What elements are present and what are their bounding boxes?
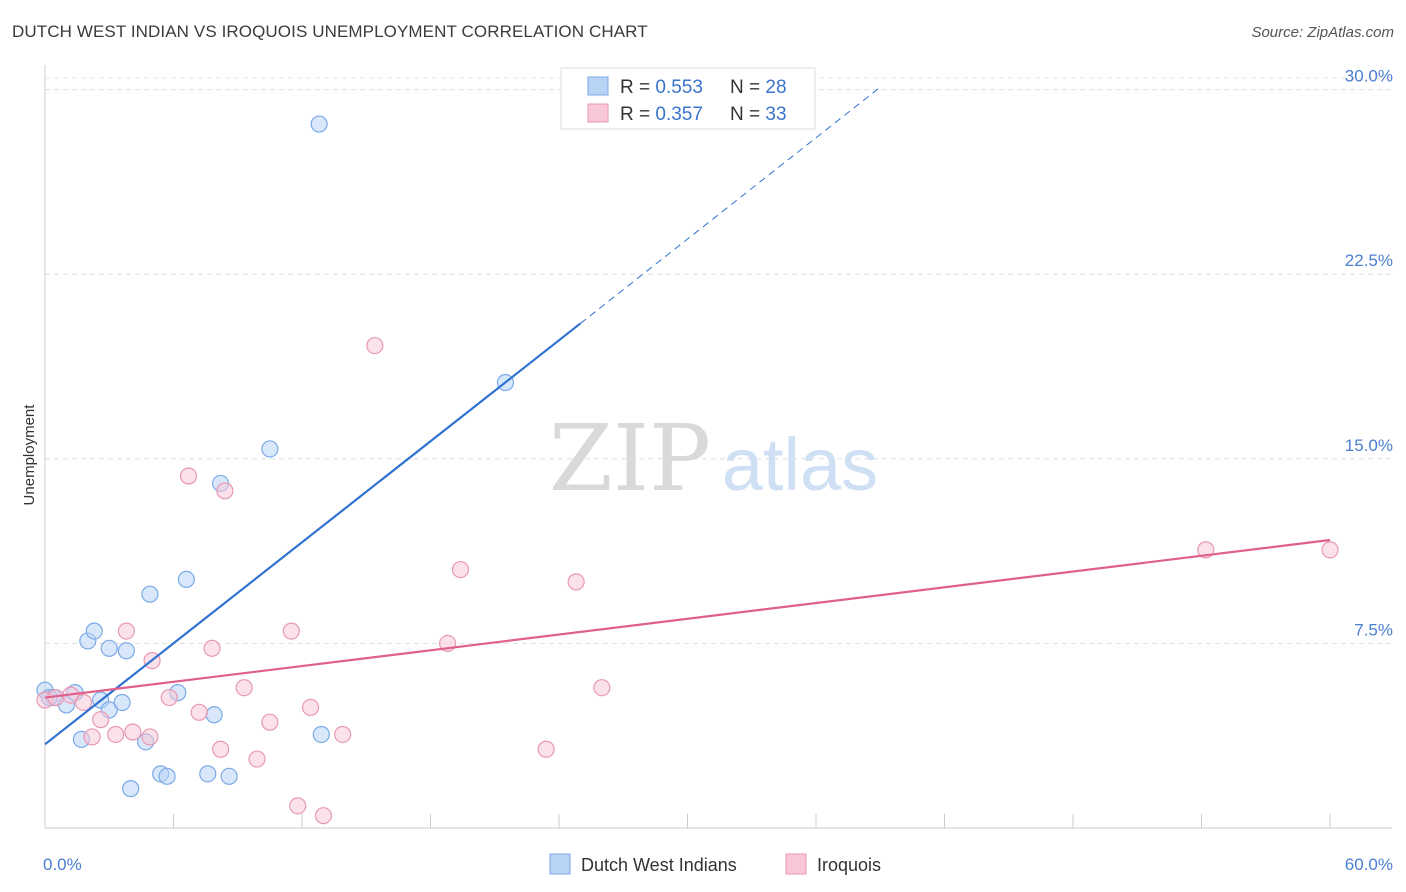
x-tick-label-max: 60.0% (1345, 855, 1393, 874)
series-legend-swatch-dutch-west-indians (549, 853, 571, 875)
legend-n-value-1: 33 (765, 104, 786, 125)
point-iroquois (235, 679, 253, 697)
point-iroquois (289, 797, 307, 815)
point-iroquois (203, 639, 221, 657)
gridlines (45, 77, 1392, 644)
point-iroquois (160, 688, 178, 707)
legend-r-value-0: 0.553 (655, 77, 703, 98)
legend-r-value-1: 0.357 (655, 104, 703, 125)
legend-row-1: R = 0.357 (620, 104, 703, 125)
point-iroquois (314, 807, 333, 825)
point-dutch-west-indians (141, 585, 159, 603)
point-iroquois (282, 622, 300, 640)
point-iroquois (334, 725, 352, 744)
point-dutch-west-indians (310, 115, 328, 133)
series-legend-swatch-iroquois (785, 853, 807, 875)
point-dutch-west-indians (220, 767, 238, 785)
tick-labels: 7.5% 15.0% 22.5% 30.0% 0.0% 60.0% (43, 67, 1393, 874)
point-iroquois (92, 711, 110, 729)
point-iroquois (83, 728, 101, 746)
trend-extension-dutch-west-indians (580, 86, 881, 324)
watermark-atlas: atlas (722, 423, 878, 506)
y-tick-label: 15.0% (1345, 436, 1393, 455)
point-iroquois (301, 698, 320, 716)
legend-n-1: N = 33 (730, 104, 787, 125)
legend-r-label-0: R = (620, 77, 655, 98)
axes (44, 65, 1392, 829)
point-dutch-west-indians (85, 622, 103, 640)
point-iroquois (567, 573, 585, 591)
y-axis-label: Unemployment (21, 404, 38, 506)
point-iroquois (141, 728, 159, 746)
y-tick-label: 7.5% (1354, 620, 1393, 639)
point-dutch-west-indians (117, 642, 135, 660)
point-iroquois (537, 740, 555, 758)
legend-n-label-1: N = (730, 104, 765, 125)
point-iroquois (179, 467, 198, 485)
legend-row-0: R = 0.553 (620, 77, 703, 98)
series-legend-label-dutch-west-indians: Dutch West Indians (581, 855, 737, 875)
point-dutch-west-indians (261, 440, 279, 458)
legend-swatch-iroquois (587, 103, 609, 123)
watermark-zip: ZIP (549, 405, 711, 512)
y-tick-label: 30.0% (1345, 67, 1393, 86)
point-iroquois (107, 725, 125, 744)
data-points (36, 115, 1339, 825)
point-dutch-west-indians (122, 780, 140, 798)
trend-lines (44, 86, 1331, 746)
point-iroquois (366, 336, 384, 355)
x-tick-label-min: 0.0% (43, 855, 82, 874)
y-tick-label: 22.5% (1345, 251, 1393, 270)
series-legend: Dutch West Indians Iroquois (549, 853, 881, 875)
point-dutch-west-indians (199, 765, 217, 783)
series-legend-label-iroquois: Iroquois (817, 855, 881, 875)
point-iroquois (212, 740, 230, 758)
trend-line-dutch-west-indians (44, 322, 582, 746)
chart-title: DUTCH WEST INDIAN VS IROQUOIS UNEMPLOYME… (12, 22, 648, 41)
point-iroquois (74, 693, 93, 712)
point-iroquois (248, 750, 266, 768)
point-iroquois (216, 482, 234, 500)
legend-r-label-1: R = (620, 104, 655, 125)
point-iroquois (261, 713, 279, 731)
trend-line-iroquois (44, 538, 1331, 699)
point-iroquois (1321, 541, 1339, 559)
legend-n-value-0: 28 (765, 77, 786, 98)
point-iroquois (593, 679, 611, 697)
legend-swatch-dutch-west-indians (587, 76, 609, 96)
point-dutch-west-indians (177, 570, 195, 589)
watermark: ZIP atlas (549, 405, 878, 512)
stats-legend: R = 0.553 N = 28 R = 0.357 N = 33 (560, 67, 816, 130)
point-dutch-west-indians (113, 693, 131, 712)
point-dutch-west-indians (312, 725, 330, 744)
legend-n-0: N = 28 (730, 77, 787, 98)
point-iroquois (117, 622, 135, 640)
point-dutch-west-indians (100, 639, 118, 657)
legend-n-label-0: N = (730, 77, 765, 98)
point-iroquois (451, 560, 470, 579)
point-dutch-west-indians (158, 767, 176, 785)
point-dutch-west-indians (205, 706, 223, 724)
point-iroquois (124, 723, 142, 741)
source-label: Source: ZipAtlas.com (1251, 24, 1394, 41)
point-iroquois (190, 703, 208, 721)
